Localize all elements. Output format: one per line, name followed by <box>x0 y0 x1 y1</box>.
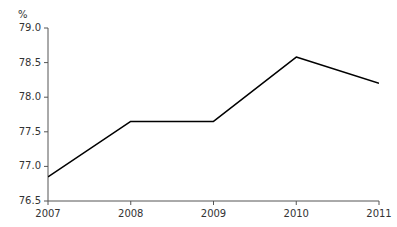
x-tick <box>296 201 297 205</box>
data-line <box>48 57 379 177</box>
y-tick <box>44 62 48 63</box>
y-tick-label: 79.0 <box>19 22 41 33</box>
x-tick-label: 2011 <box>366 208 391 219</box>
y-axis-label: % <box>18 9 28 20</box>
y-tick <box>44 28 48 29</box>
axes: 76.5 77.0 77.5 78.0 78.5 79.0 2007 2008 2009 2010… <box>19 22 392 219</box>
y-axis-line <box>48 28 49 201</box>
y-tick-label: 76.5 <box>19 195 41 206</box>
y-tick <box>44 201 48 202</box>
y-tick <box>44 97 48 98</box>
plot-area <box>48 57 379 177</box>
x-tick <box>379 201 380 205</box>
x-tick <box>213 201 214 205</box>
x-tick <box>130 201 131 205</box>
y-tick-label: 78.0 <box>19 91 41 102</box>
y-tick-label: 78.5 <box>19 57 41 68</box>
y-tick-label: 77.5 <box>19 126 41 137</box>
x-tick-label: 2009 <box>201 208 226 219</box>
y-tick <box>44 166 48 167</box>
x-tick-label: 2007 <box>35 208 60 219</box>
y-tick-label: 77.0 <box>19 160 41 171</box>
x-tick-label: 2010 <box>284 208 309 219</box>
x-axis-line <box>48 201 379 202</box>
y-tick <box>44 131 48 132</box>
x-tick <box>48 201 49 205</box>
x-tick-label: 2008 <box>118 208 143 219</box>
chart: 76.5 77.0 77.5 78.0 78.5 79.0 2007 2008 2009 2010… <box>0 0 397 227</box>
chart-container: 76.5 77.0 77.5 78.0 78.5 79.0 2007 2008 2009 2010… <box>0 0 397 227</box>
